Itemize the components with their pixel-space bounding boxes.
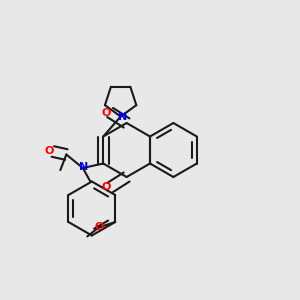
Text: N: N xyxy=(79,162,88,172)
Text: N: N xyxy=(118,112,127,122)
Text: O: O xyxy=(101,107,111,118)
Text: O: O xyxy=(94,221,104,232)
Text: O: O xyxy=(101,182,111,193)
Text: O: O xyxy=(44,146,54,157)
